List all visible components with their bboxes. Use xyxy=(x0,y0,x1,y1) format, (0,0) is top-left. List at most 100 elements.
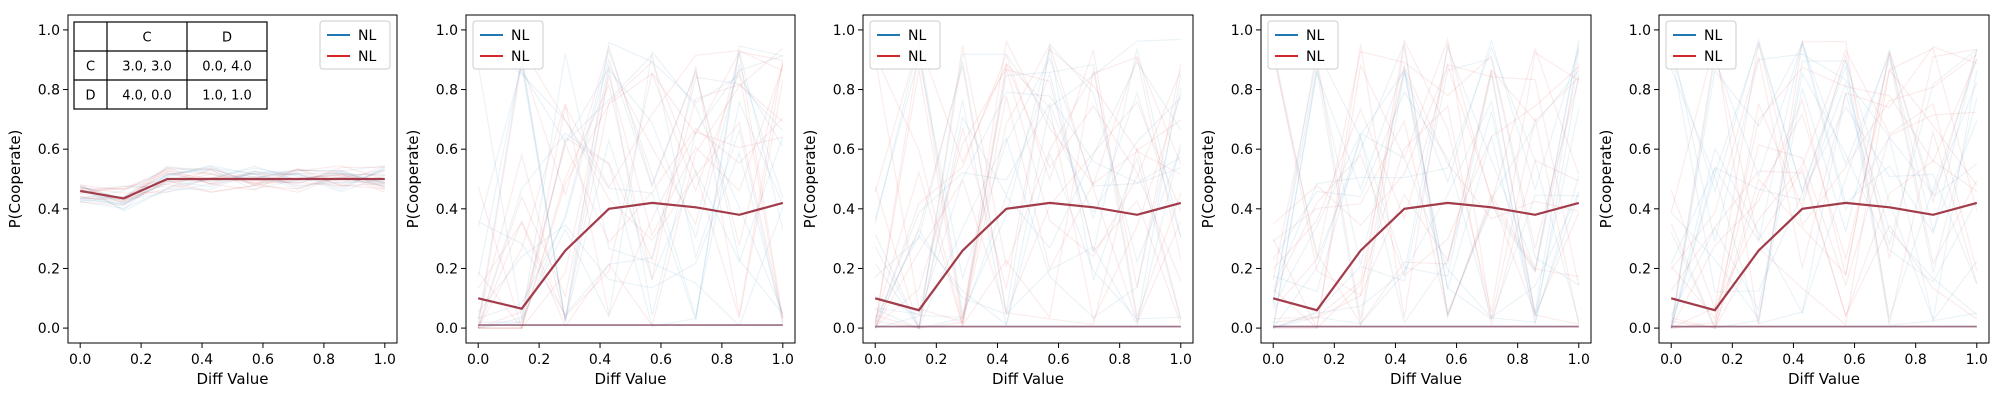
y-tick-label: 1.0 xyxy=(833,23,855,39)
background-trajectory xyxy=(477,60,784,320)
plot-area xyxy=(874,38,1182,330)
background-trajectory xyxy=(478,60,784,329)
background-trajectory xyxy=(478,83,784,329)
legend-box xyxy=(1665,20,1737,70)
background-trajectory xyxy=(477,103,783,329)
y-tick-label: 0.4 xyxy=(1629,202,1651,218)
y-axis-label: P(Cooperate) xyxy=(6,130,24,229)
background-trajectory xyxy=(80,167,386,193)
background-trajectory xyxy=(874,90,1182,325)
background-trajectory xyxy=(477,41,784,321)
background-trajectory xyxy=(1272,37,1580,330)
y-tick-label: 0.8 xyxy=(1629,83,1651,99)
background-trajectory xyxy=(477,150,784,318)
y-tick-label: 0.8 xyxy=(1231,83,1253,99)
background-trajectory xyxy=(1670,40,1978,265)
background-trajectory xyxy=(874,68,1182,327)
background-trajectory xyxy=(1273,43,1580,329)
background-trajectory xyxy=(874,66,1182,328)
background-trajectory xyxy=(80,168,385,206)
axes-frame xyxy=(1260,14,1592,344)
background-trajectory xyxy=(477,65,784,322)
x-tick-label: 0.6 xyxy=(1047,352,1069,368)
background-trajectory xyxy=(477,65,784,329)
background-trajectory xyxy=(478,55,783,329)
x-tick-label: 1.0 xyxy=(772,352,794,368)
background-trajectory xyxy=(1670,37,1978,319)
y-tick-label: 1.0 xyxy=(1629,23,1651,39)
background-trajectory xyxy=(1670,48,1978,329)
background-trajectory xyxy=(874,48,1182,330)
background-trajectory xyxy=(1273,38,1580,323)
y-tick-label: 0.6 xyxy=(1231,142,1253,158)
background-trajectory xyxy=(1272,57,1580,329)
background-trajectory xyxy=(874,87,1182,329)
x-tick-label: 0.4 xyxy=(589,352,611,368)
background-trajectory xyxy=(477,117,784,329)
x-tick-label: 0.2 xyxy=(925,352,947,368)
background-trajectory xyxy=(874,43,1182,325)
background-trajectory xyxy=(477,69,784,331)
background-trajectory xyxy=(1670,50,1978,329)
y-tick-label: 0.6 xyxy=(38,142,60,158)
axes-frame xyxy=(862,14,1194,344)
background-trajectory xyxy=(874,65,1182,329)
background-trajectory xyxy=(1272,132,1580,323)
legend: NL NL xyxy=(869,20,941,70)
background-trajectory xyxy=(1670,45,1978,270)
legend-box xyxy=(472,20,544,70)
x-tick-label: 0.0 xyxy=(1262,352,1284,368)
legend-label: NL xyxy=(511,28,529,44)
y-tick-label: 0.0 xyxy=(38,321,60,337)
y-axis-label: P(Cooperate) xyxy=(404,130,422,229)
background-trajectory xyxy=(1670,41,1978,329)
background-trajectory xyxy=(80,172,385,199)
table-col-header: D xyxy=(222,31,232,46)
background-trajectory xyxy=(477,45,784,321)
y-axis-label: P(Cooperate) xyxy=(1597,130,1615,229)
payoff-table: C DC 3.0, 3.0 0.0, 4.0D 4.0, 0.0 1.0, 1.0 xyxy=(73,21,268,110)
x-axis-label: Diff Value xyxy=(196,370,268,388)
plot-area xyxy=(477,41,784,331)
background-trajectory xyxy=(1670,81,1978,329)
x-tick-label: 0.0 xyxy=(864,352,886,368)
y-tick-label: 0.2 xyxy=(1629,261,1651,277)
background-trajectory xyxy=(1272,39,1580,317)
background-trajectory xyxy=(874,42,1182,320)
background-trajectory xyxy=(1670,42,1978,329)
background-trajectory xyxy=(1670,71,1978,317)
y-axis-label: P(Cooperate) xyxy=(801,130,819,229)
axes-frame xyxy=(1658,14,1990,344)
table-col-header: C xyxy=(142,31,151,46)
x-tick-label: 1.0 xyxy=(1170,352,1192,368)
x-tick-label: 0.6 xyxy=(1843,352,1865,368)
background-trajectory xyxy=(478,53,784,329)
background-trajectory xyxy=(874,39,1182,282)
background-trajectory xyxy=(874,49,1182,329)
x-tick-label: 0.8 xyxy=(711,352,733,368)
x-tick-label: 0.0 xyxy=(1660,352,1682,368)
series-line-mean xyxy=(874,201,1182,312)
y-tick-label: 0.2 xyxy=(1231,261,1253,277)
background-trajectory xyxy=(874,151,1181,326)
background-trajectory xyxy=(874,39,1182,327)
legend: NL NL xyxy=(472,20,544,70)
series-line-mean xyxy=(1670,201,1978,312)
background-trajectory xyxy=(80,166,386,200)
legend-label: NL xyxy=(908,49,926,65)
background-trajectory xyxy=(477,43,784,325)
plot-area xyxy=(1272,37,1580,330)
table-row-header: D xyxy=(85,89,95,104)
background-trajectory xyxy=(80,165,385,204)
background-trajectory xyxy=(874,53,1182,330)
table-cell: 3.0, 3.0 xyxy=(122,60,172,75)
y-tick-label: 0.4 xyxy=(1231,202,1253,218)
x-tick-label: 0.6 xyxy=(252,352,274,368)
plot-area xyxy=(1670,37,1978,330)
legend-label: NL xyxy=(358,28,376,44)
series-line-mean xyxy=(477,201,784,310)
background-trajectory xyxy=(874,55,1182,327)
x-tick-label: 0.4 xyxy=(1384,352,1406,368)
series-line-mean xyxy=(1272,201,1580,312)
